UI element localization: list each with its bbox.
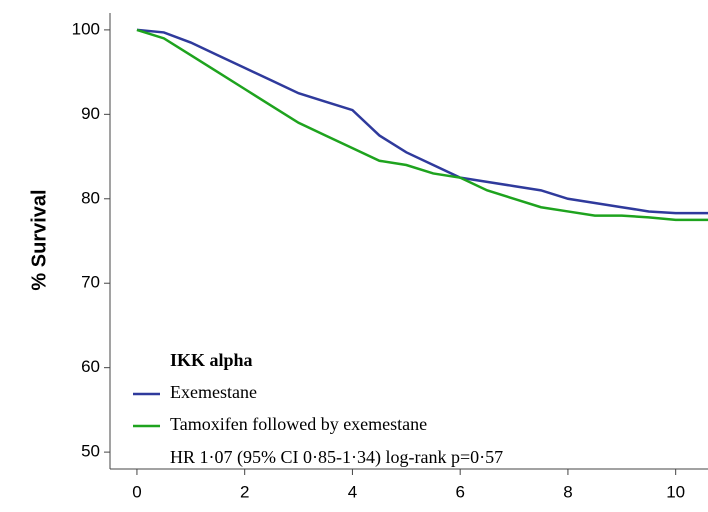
y-tick-label: 70	[81, 273, 100, 292]
x-tick-label: 6	[455, 482, 464, 501]
x-tick-label: 2	[240, 482, 249, 501]
y-tick-label: 60	[81, 357, 100, 376]
survival-line	[136, 28, 708, 215]
y-tick-label: 80	[81, 188, 100, 207]
x-tick-label: 4	[348, 482, 357, 501]
annotation: HR 1·07 (95% CI 0·85-1·34) log-rank p=0·…	[170, 447, 503, 468]
legend-label: Exemestane	[170, 382, 257, 402]
x-tick-label: 8	[563, 482, 572, 501]
survival-line	[136, 28, 708, 222]
legend-label: Tamoxifen followed by exemestane	[170, 414, 427, 434]
y-tick-label: 90	[81, 104, 100, 123]
y-tick-label: 100	[72, 19, 100, 38]
x-tick-label: 10	[666, 482, 685, 501]
x-tick-label: 0	[132, 482, 141, 501]
y-tick-label: 50	[81, 442, 100, 461]
legend-title: IKK alpha	[170, 350, 253, 370]
y-axis-label: % Survival	[28, 189, 50, 290]
